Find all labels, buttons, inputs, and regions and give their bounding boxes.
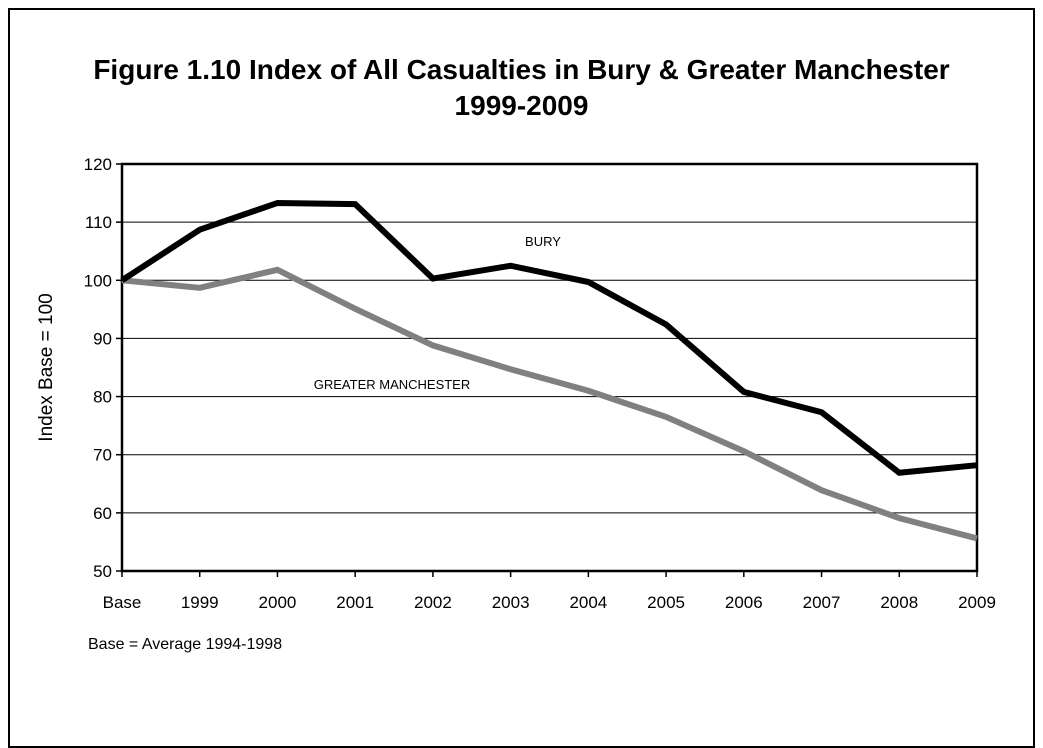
- plot-area: [120, 162, 979, 573]
- x-tick-label: 2005: [647, 593, 685, 612]
- x-axis-ticks: Base 1999 2000 2001 2002 2003 2004 2005 2006 2007…: [103, 571, 996, 612]
- series-label: BURY: [525, 234, 561, 249]
- x-tick-label: 2000: [259, 593, 297, 612]
- y-tick-label: 90: [93, 329, 112, 348]
- x-tick-label: 2004: [569, 593, 607, 612]
- chart-title: Figure 1.10 Index of All Casualties in B…: [40, 52, 1003, 124]
- series-lines: [120, 199, 978, 542]
- x-tick-label: 2001: [336, 593, 374, 612]
- series-line-greater-manchester: [121, 266, 978, 542]
- y-tick-label: 50: [93, 562, 112, 581]
- base-footnote: Base = Average 1994-1998: [88, 636, 283, 653]
- y-tick-label: 60: [93, 504, 112, 523]
- gridlines: [122, 221, 977, 514]
- series-label: GREATER MANCHESTER: [314, 377, 471, 392]
- x-tick-label: 2006: [725, 593, 763, 612]
- x-tick-label: 1999: [181, 593, 219, 612]
- series-line-bury: [120, 199, 978, 476]
- x-tick-label: 2003: [492, 593, 530, 612]
- y-tick-label: 110: [85, 213, 112, 232]
- x-tick-label: Base: [103, 593, 142, 612]
- y-tick-label: 100: [84, 271, 112, 290]
- chart-title-line-2: 1999-2009: [454, 90, 589, 121]
- x-tick-label: 2002: [414, 593, 452, 612]
- chart-title-line-1: Figure 1.10 Index of All Casualties in B…: [93, 54, 950, 85]
- y-axis-label: Index Base = 100: [36, 293, 57, 441]
- y-axis-ticks: 50 60 70 80 90 100 110 120: [84, 155, 122, 581]
- y-tick-label: 120: [84, 155, 112, 174]
- y-tick-label: 80: [93, 388, 112, 407]
- x-tick-label: 2009: [958, 593, 996, 612]
- x-tick-label: 2007: [803, 593, 841, 612]
- x-tick-label: 2008: [880, 593, 918, 612]
- y-tick-label: 70: [93, 446, 112, 465]
- line-chart: 50 60 70 80 90 100 110 120 Base 1999 2000 2001 2002…: [36, 155, 996, 612]
- series-labels: BURY GREATER MANCHESTER: [314, 234, 562, 392]
